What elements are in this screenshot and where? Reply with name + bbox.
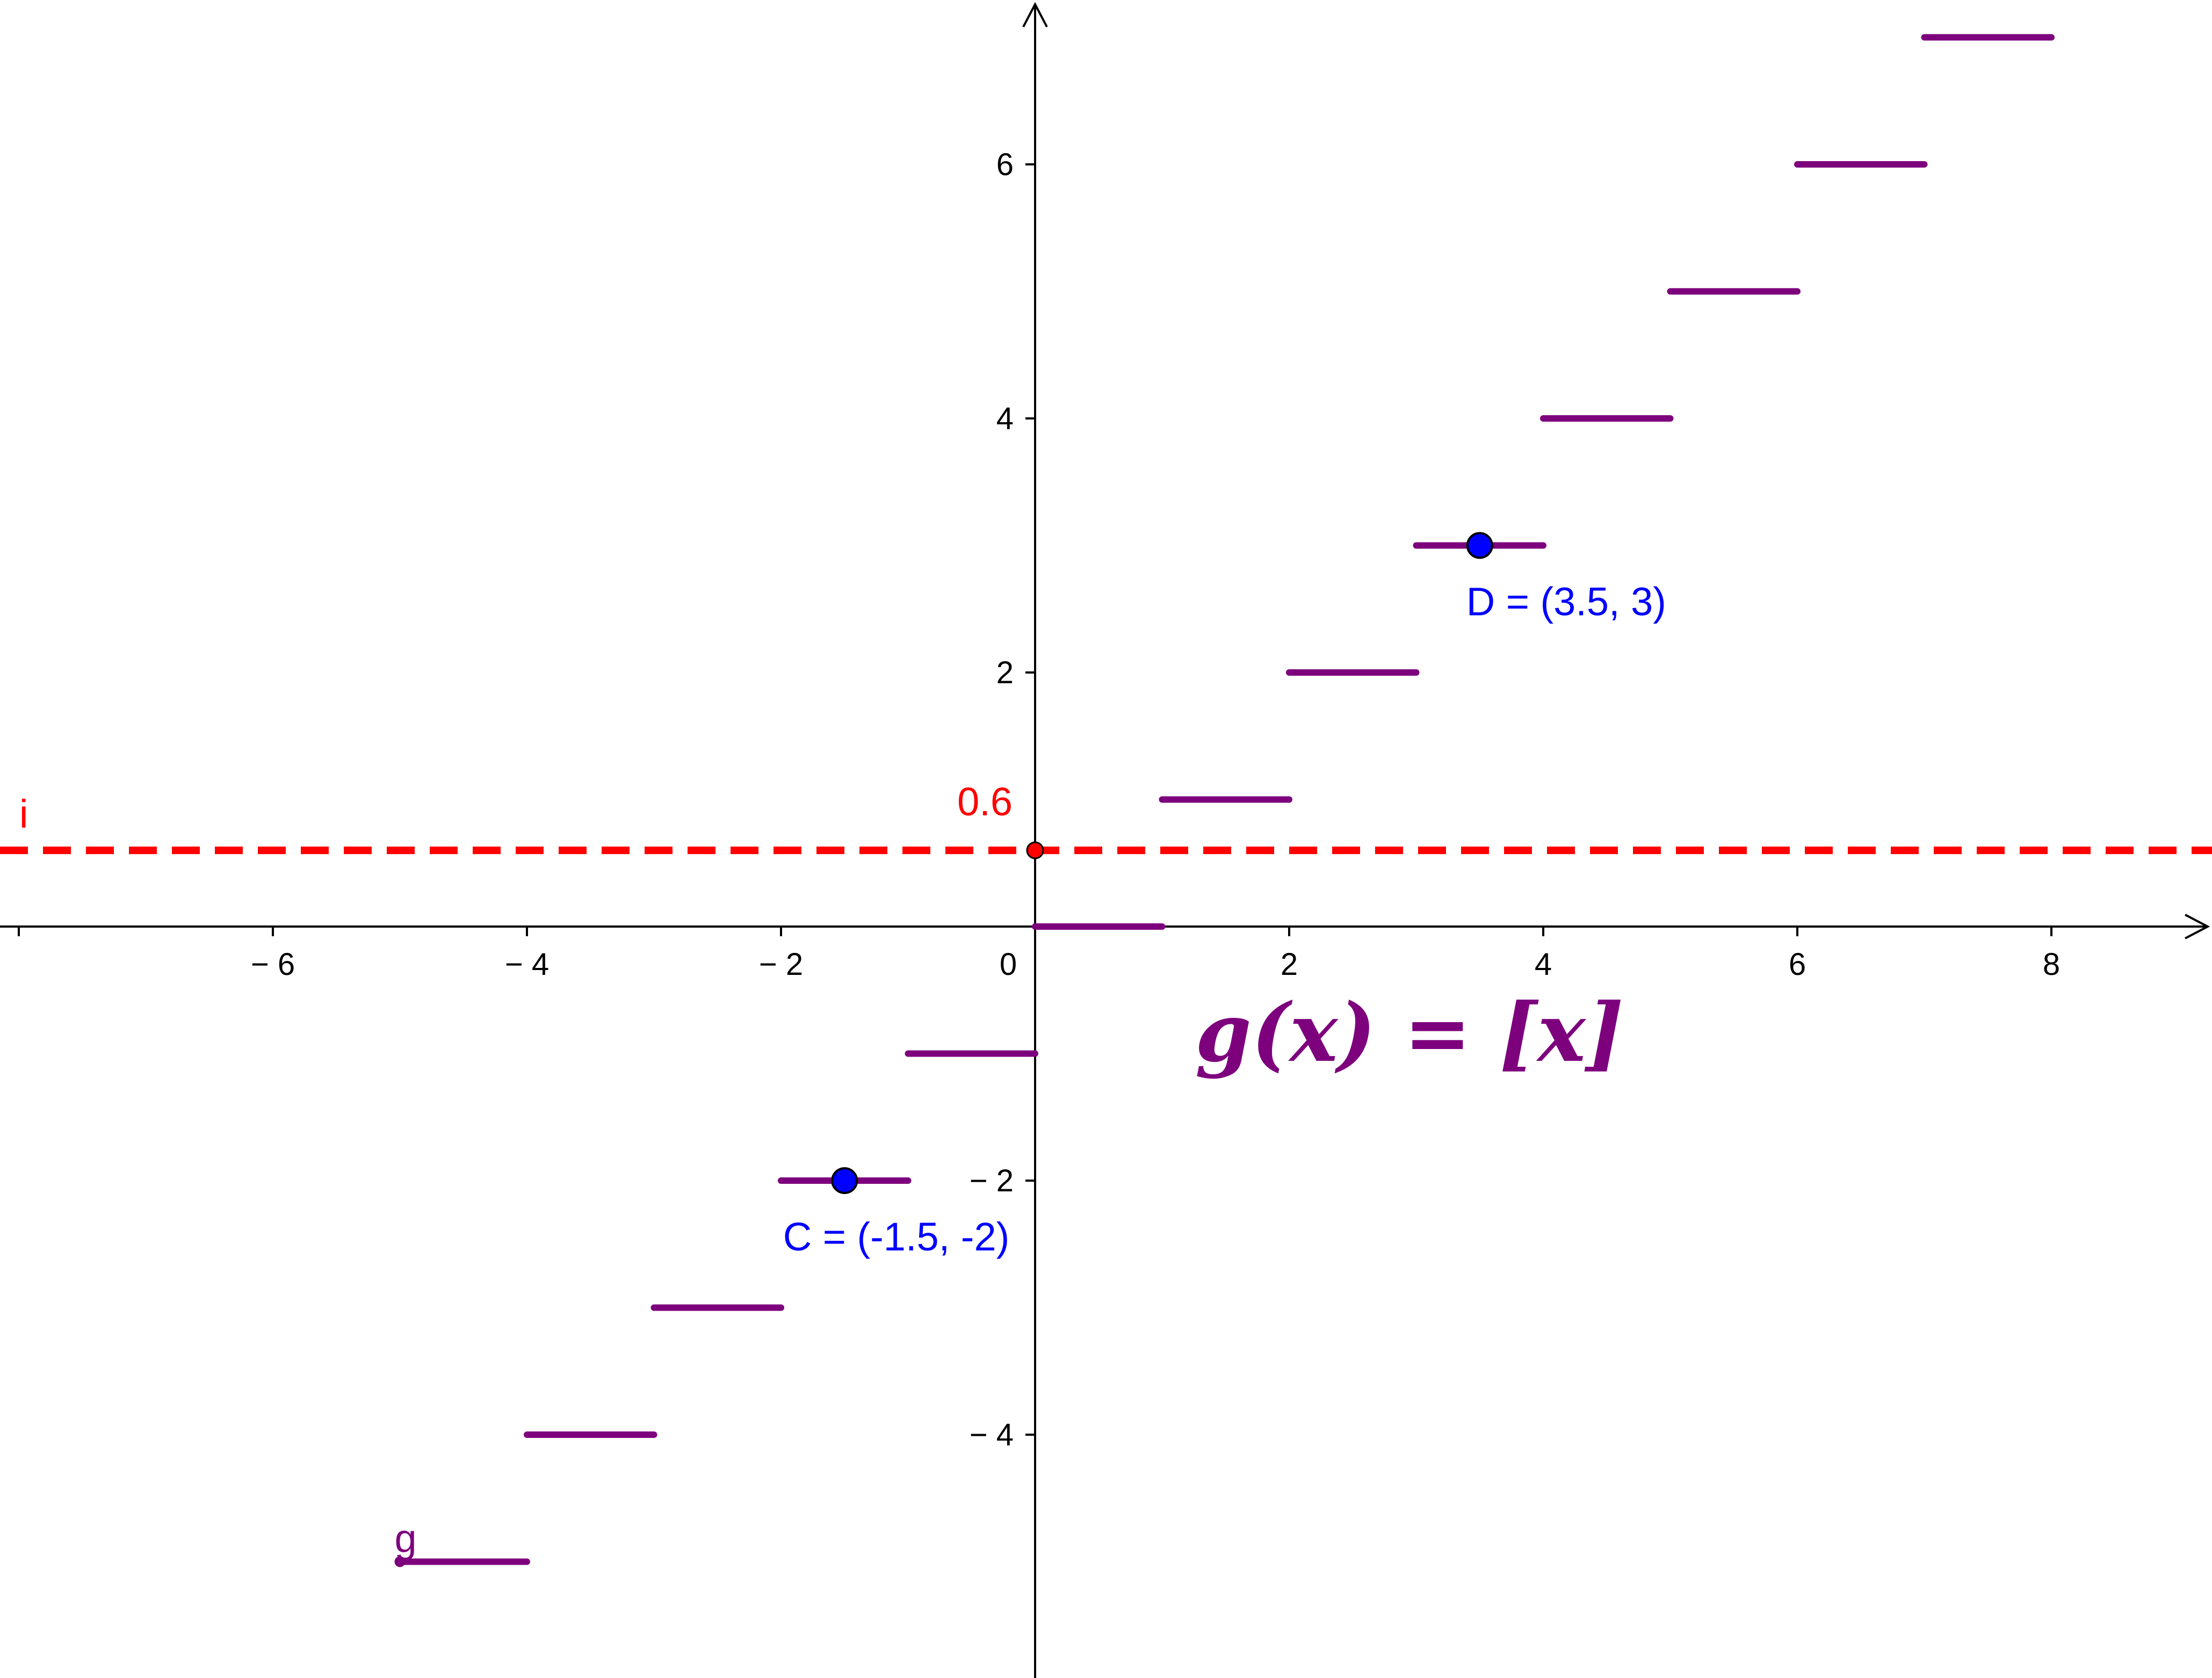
x-axis-arrow	[2185, 914, 2210, 939]
point-C[interactable]	[831, 1167, 858, 1194]
x-tick-label: − 2	[759, 947, 803, 982]
x-tick-label: 0	[1000, 947, 1017, 982]
y-tick-label: − 4	[970, 1417, 1014, 1452]
points-layer: D = (3.5, 3) C = (-1.5, -2)	[783, 532, 1666, 1259]
series-start-dot	[394, 1556, 406, 1567]
intercept-label: 0.6	[957, 779, 1013, 824]
x-tick-label: − 6	[251, 947, 295, 982]
point-C-label: C = (-1.5, -2)	[783, 1214, 1010, 1259]
x-tick-label: 4	[1535, 947, 1552, 982]
intercept-point	[1026, 841, 1044, 859]
y-axis-arrow	[1022, 2, 1048, 27]
y-tick-label: 4	[996, 401, 1014, 436]
labels-layer: g(x) = [x]	[1195, 986, 1624, 1080]
line-name-label: i	[19, 792, 28, 836]
series-name-label: g	[395, 1516, 417, 1561]
y-tick-label: 6	[996, 147, 1014, 182]
horizontal-line-layer: 0.6 i	[0, 779, 2212, 859]
point-D-label: D = (3.5, 3)	[1466, 580, 1666, 624]
x-tick-label: 8	[2043, 947, 2060, 982]
step-function-layer: g	[394, 34, 2055, 1567]
formula-label: g(x) = [x]	[1195, 986, 1624, 1080]
y-tick-label: 2	[996, 655, 1014, 690]
y-tick-label: − 2	[970, 1163, 1014, 1198]
x-tick-label: 6	[1789, 947, 1806, 982]
x-tick-label: − 4	[505, 947, 549, 982]
point-D[interactable]	[1466, 532, 1493, 559]
x-tick-label: 2	[1281, 947, 1298, 982]
